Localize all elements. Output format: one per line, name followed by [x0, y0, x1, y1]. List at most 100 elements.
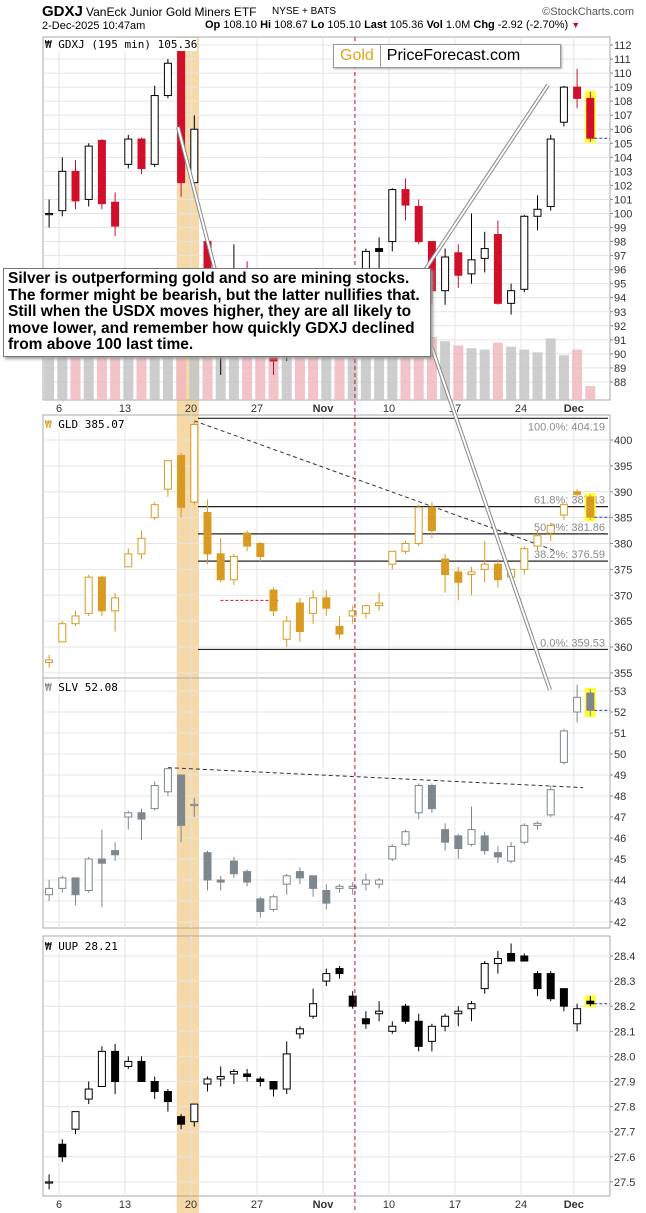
candle-body — [322, 597, 331, 609]
stockcharts-copyright: ©StockCharts.com — [542, 6, 634, 18]
candle-body — [559, 730, 568, 763]
y-tick-label: 355 — [614, 668, 632, 680]
candle — [335, 615, 344, 640]
y-tick-label: 45 — [614, 854, 626, 866]
candle — [177, 40, 186, 197]
candle — [480, 231, 489, 273]
trendline — [167, 767, 584, 789]
x-tick-label: 20 — [185, 403, 197, 415]
candle — [546, 522, 555, 541]
y-tick-label: 89 — [614, 363, 626, 375]
candle — [493, 559, 502, 588]
candle — [269, 894, 278, 912]
annotation-callout: Silver is outperforming gold and so are … — [3, 268, 431, 357]
fib-label: 50.0%: 381.86 — [534, 522, 605, 534]
gld-panel-title: GLD 385.07 — [58, 418, 125, 431]
candle-body — [282, 875, 291, 885]
candle-body — [97, 576, 106, 612]
candle-body — [467, 259, 476, 275]
candle-body — [454, 1010, 463, 1015]
candle — [546, 785, 555, 817]
candle — [45, 654, 54, 668]
candle — [480, 961, 489, 994]
panel-frame — [42, 677, 611, 929]
candle — [520, 823, 529, 845]
candle — [190, 420, 199, 505]
y-tick-label: 95 — [614, 279, 626, 291]
candle — [388, 550, 397, 570]
candle — [177, 1114, 186, 1130]
candle-body — [388, 1025, 397, 1032]
candle-body — [586, 1000, 595, 1005]
x-tick-label: Dec — [564, 403, 584, 415]
logo-gold-text: Gold — [334, 45, 381, 67]
volume-bar — [532, 352, 543, 400]
candle — [45, 880, 54, 901]
candle-body — [467, 1003, 476, 1010]
candle-body — [493, 234, 502, 304]
candle-body — [309, 875, 318, 889]
candle — [335, 884, 344, 893]
x-tick-label: Dec — [564, 1199, 584, 1211]
y-tick-label: 47 — [614, 812, 626, 824]
down-arrow-icon: ▼ — [571, 20, 581, 30]
y-tick-label: 91 — [614, 335, 626, 347]
candle-icon: ₩ — [45, 418, 52, 431]
volume-bar — [70, 346, 81, 400]
candle — [58, 1139, 67, 1162]
candle — [71, 1111, 80, 1135]
y-tick-label: 94 — [614, 293, 626, 305]
candle-body — [480, 963, 489, 990]
y-tick-label: 100 — [614, 208, 632, 220]
y-tick-label: 108 — [614, 96, 632, 108]
candle — [322, 590, 331, 616]
x-tick-label: 17 — [449, 1199, 461, 1211]
candle-body — [586, 97, 595, 139]
y-tick-label: 380 — [614, 539, 632, 551]
y-tick-label: 375 — [614, 564, 632, 576]
y-tick-label: 46 — [614, 833, 626, 845]
low-value: 105.10 — [327, 19, 362, 31]
candle-body — [229, 860, 238, 875]
candle — [58, 157, 67, 217]
candle-body — [282, 1053, 291, 1090]
candle-body — [586, 496, 595, 518]
candle — [322, 884, 331, 910]
candle — [71, 877, 80, 906]
candle-body — [441, 829, 450, 843]
candle-body — [45, 659, 54, 664]
volume-bar — [479, 349, 490, 400]
x-tick-label: 27 — [251, 403, 263, 415]
y-tick-label: 27.7 — [614, 1127, 635, 1139]
candle — [375, 1001, 384, 1022]
candle-body — [480, 248, 489, 259]
candle-body — [216, 1075, 225, 1080]
volume-bar — [492, 342, 503, 400]
candle — [573, 68, 582, 109]
volume-bar — [281, 345, 292, 400]
candle-body — [573, 1008, 582, 1025]
callout-pointer — [177, 126, 216, 271]
candle — [414, 1013, 423, 1052]
candle — [348, 991, 357, 1009]
candle — [467, 566, 476, 596]
candle — [97, 139, 106, 210]
candle — [150, 85, 159, 168]
candle — [137, 1056, 146, 1083]
candle-body — [216, 553, 225, 581]
candle-body — [137, 537, 146, 555]
candle — [84, 856, 93, 893]
candle-body — [414, 1020, 423, 1047]
candle-body — [573, 86, 582, 99]
candle-body — [559, 988, 568, 1007]
candle-body — [467, 571, 476, 576]
candle-body — [124, 553, 133, 568]
y-tick-label: 28.4 — [614, 951, 635, 963]
gdxj-panel-title: GDXJ (195 min) 105.36 — [58, 38, 198, 51]
candle — [375, 877, 384, 889]
y-tick-label: 98 — [614, 237, 626, 249]
candle — [533, 821, 542, 830]
candle-body — [150, 95, 159, 165]
candle-body — [335, 968, 344, 975]
y-tick-label: 42 — [614, 917, 626, 929]
